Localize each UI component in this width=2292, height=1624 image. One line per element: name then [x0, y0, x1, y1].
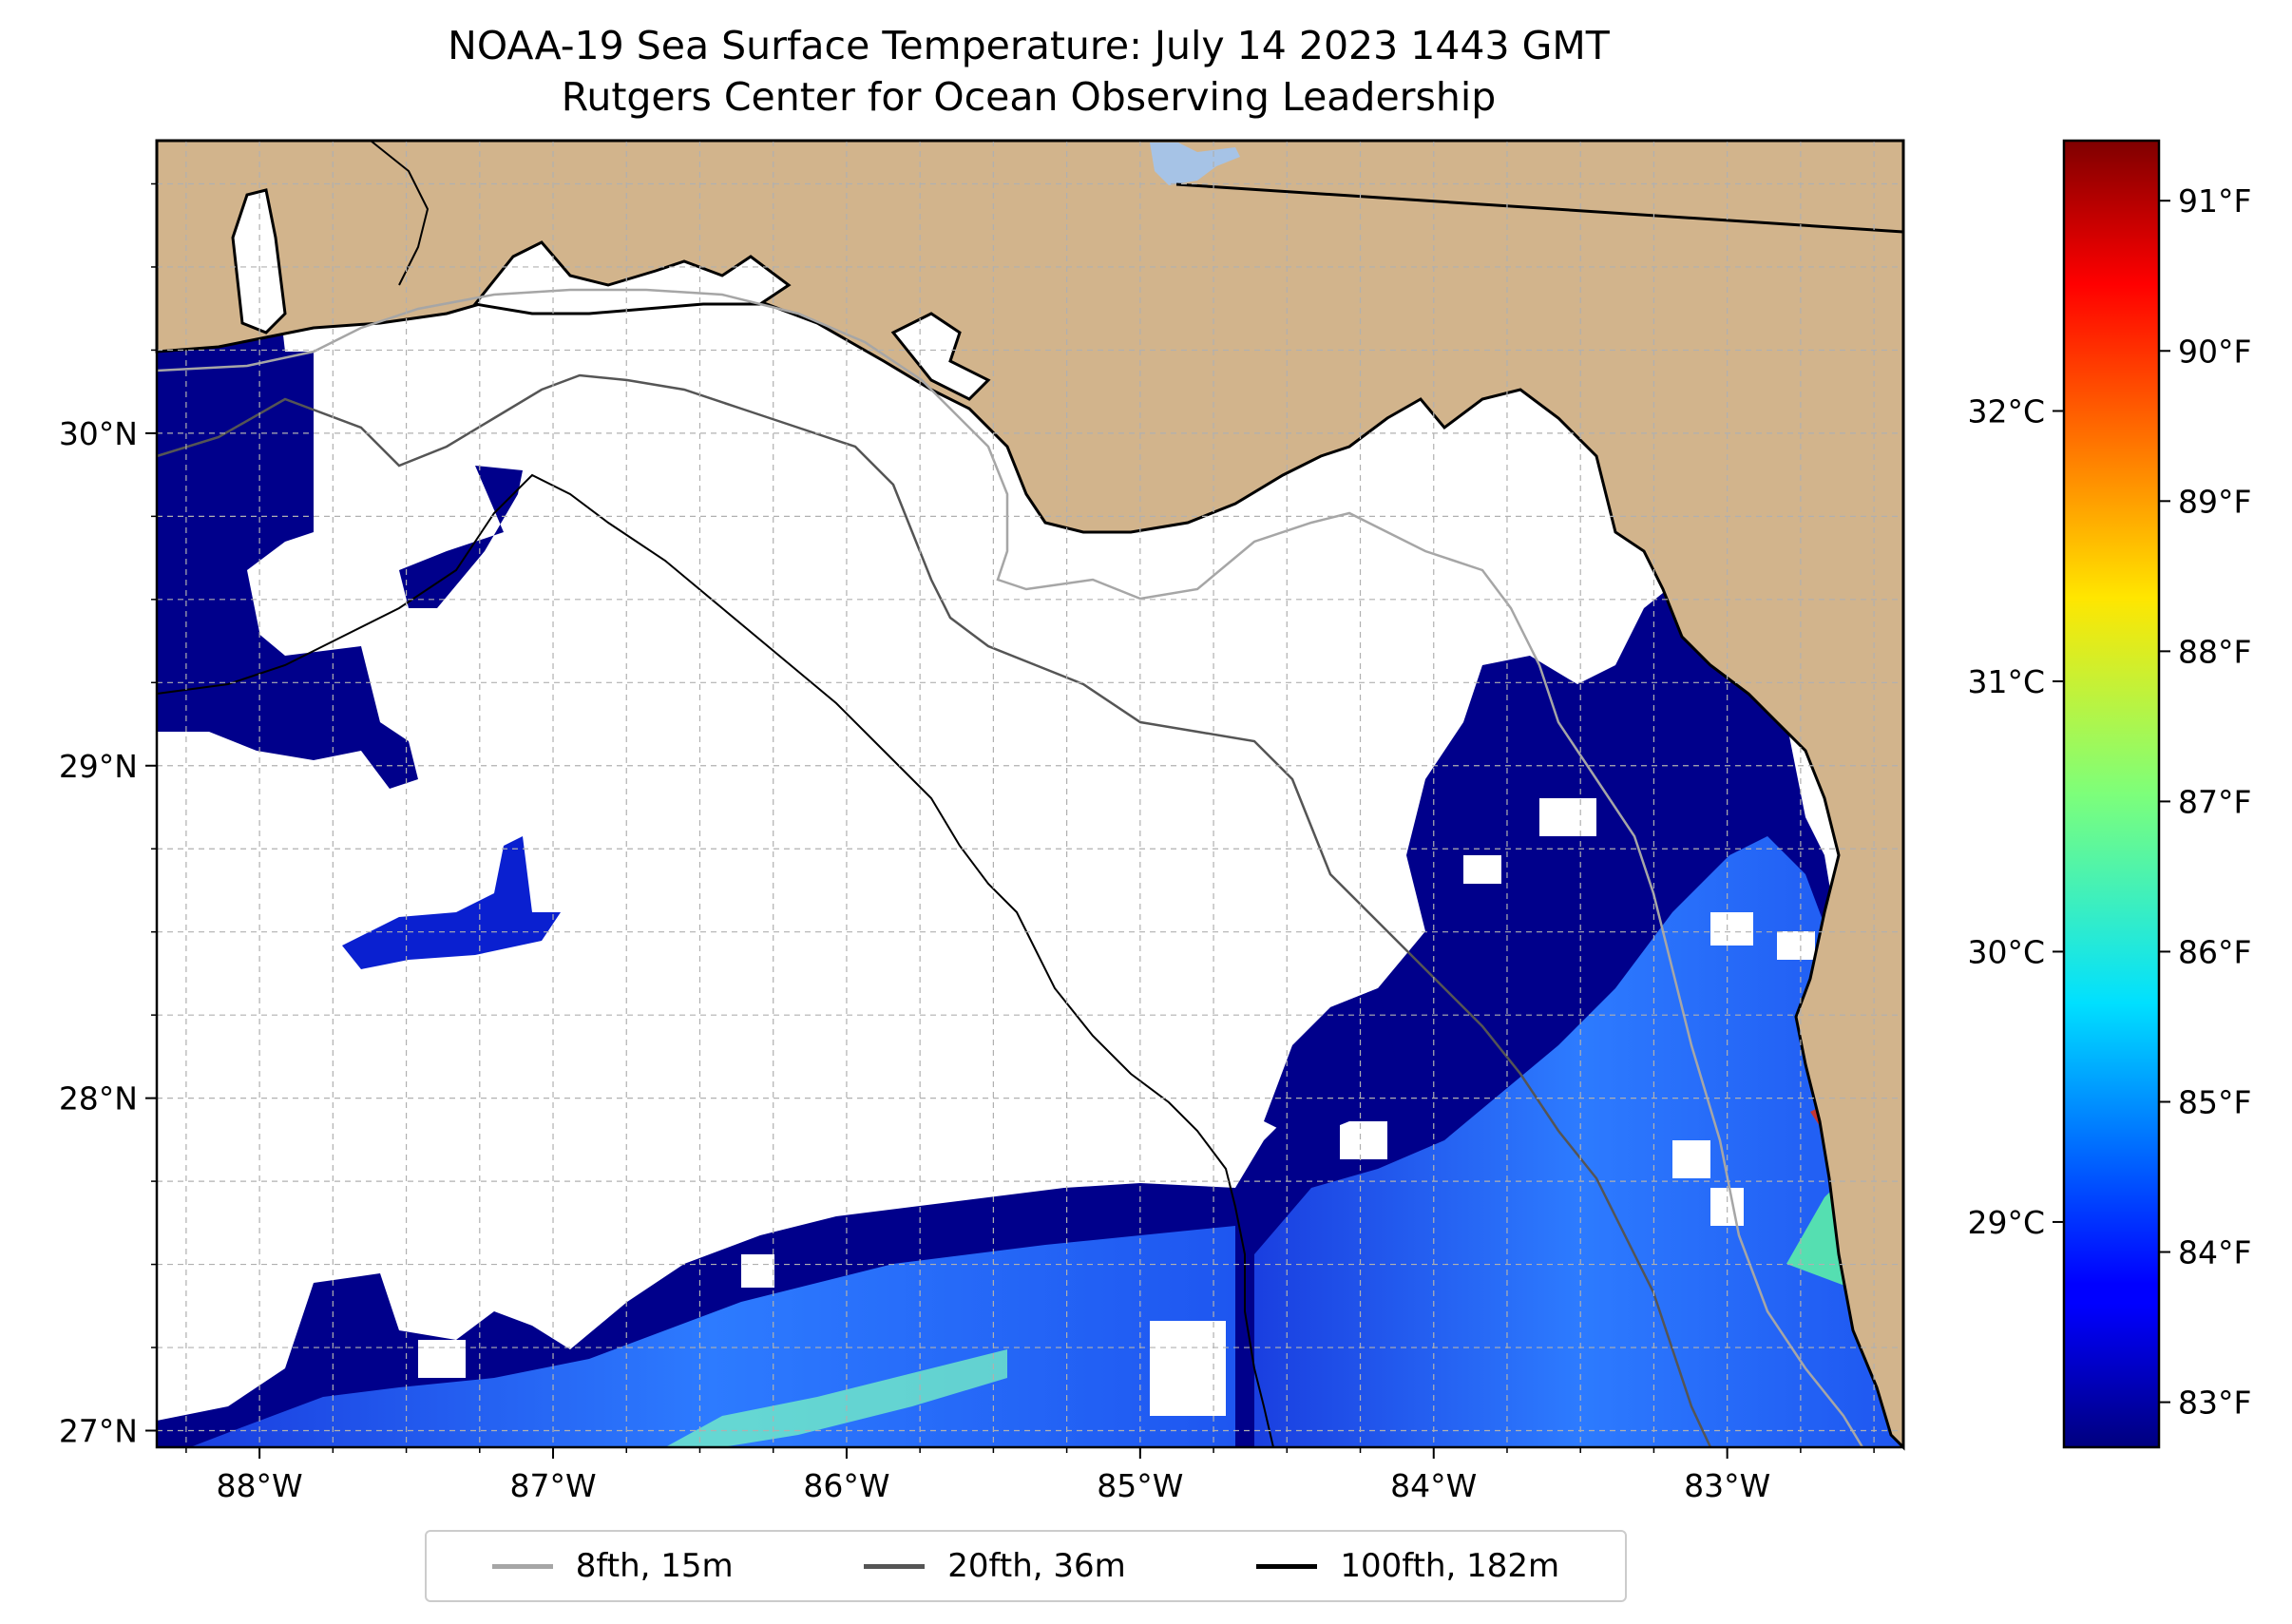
sst-patch-central: [342, 836, 561, 969]
legend-item: 8fth, 15m: [491, 1547, 734, 1585]
cbar-f-tick-label: 87°F: [2178, 783, 2251, 820]
legend-item: 20fth, 36m: [864, 1547, 1126, 1585]
sst-patch-mid-east: [1264, 988, 1397, 1140]
sst-warm-streak: [665, 1349, 1007, 1447]
x-tick-label: 88°W: [217, 1467, 303, 1504]
longitude-axis: 88°W 87°W 86°W 85°W 84°W 83°W: [185, 1447, 1875, 1504]
y-tick-label: 30°N: [59, 415, 138, 452]
legend-swatch: [491, 1563, 553, 1569]
cbar-f-tick-label: 90°F: [2178, 333, 2251, 370]
legend-label: 100fth, 182m: [1340, 1547, 1560, 1585]
cbar-c-tick-label: 29°C: [1967, 1204, 2045, 1241]
coast-segment-west: [370, 140, 430, 286]
colorbar-celsius-axis: 29°C 30°C 31°C 32°C: [1967, 392, 2064, 1241]
cbar-c-tick-label: 32°C: [1967, 392, 2045, 430]
cbar-f-tick-label: 86°F: [2178, 933, 2251, 970]
legend-swatch: [1256, 1563, 1318, 1569]
x-tick-label: 86°W: [803, 1467, 889, 1504]
colorbar-fahrenheit-axis: 83°F 84°F 85°F 86°F 87°F 88°F 89°F 90°F 91°F: [2159, 182, 2251, 1422]
cbar-c-tick-label: 31°C: [1967, 663, 2045, 700]
cbar-f-tick-label: 88°F: [2178, 633, 2251, 670]
isobath-8fth: [156, 288, 1864, 1448]
map-frame: [155, 139, 1905, 1449]
legend-item: 100fth, 182m: [1256, 1547, 1559, 1585]
sst-patch-west-mid: [157, 608, 418, 789]
x-tick-label: 85°W: [1097, 1467, 1183, 1504]
sst-patch-north-central: [399, 466, 523, 608]
cbar-f-tick-label: 85°F: [2178, 1083, 2251, 1120]
cbar-f-tick-label: 84°F: [2178, 1234, 2251, 1271]
sst-patch-southeast-light: [1254, 836, 1903, 1447]
cbar-c-tick-label: 30°C: [1967, 933, 2045, 970]
isobath-100fth: [156, 473, 1274, 1448]
x-tick-label: 84°W: [1390, 1467, 1477, 1504]
sst-patch-south-light: [190, 1226, 1235, 1447]
legend-label: 8fth, 15m: [575, 1547, 734, 1585]
isobath-legend: 8fth, 15m 20fth, 36m 100fth, 182m: [425, 1530, 1627, 1602]
bay-mobile: [231, 188, 287, 334]
lake-seminole: [1150, 143, 1240, 185]
x-tick-label: 87°W: [509, 1467, 596, 1504]
map-gridlines: [157, 141, 1903, 1447]
y-tick-label: 27°N: [59, 1413, 138, 1450]
colorbar: [2062, 139, 2161, 1449]
state-border: [1175, 182, 1904, 234]
legend-swatch: [864, 1563, 926, 1569]
legend-label: 20fth, 36m: [947, 1547, 1126, 1585]
x-tick-label: 83°W: [1684, 1467, 1770, 1504]
cbar-f-tick-label: 83°F: [2178, 1385, 2251, 1422]
isobath-20fth: [156, 373, 1712, 1448]
y-tick-label: 28°N: [59, 1080, 138, 1118]
bay-apalachicola: [890, 312, 991, 401]
map-title: NOAA-19 Sea Surface Temperature: July 14…: [448, 23, 1610, 68]
map-subtitle: Rutgers Center for Ocean Observing Leade…: [561, 74, 1497, 120]
y-tick-label: 29°N: [59, 748, 138, 785]
latitude-axis: 30°N 29°N 28°N 27°N: [59, 182, 157, 1450]
cbar-f-tick-label: 89°F: [2178, 483, 2251, 520]
cbar-f-tick-label: 91°F: [2178, 182, 2251, 220]
